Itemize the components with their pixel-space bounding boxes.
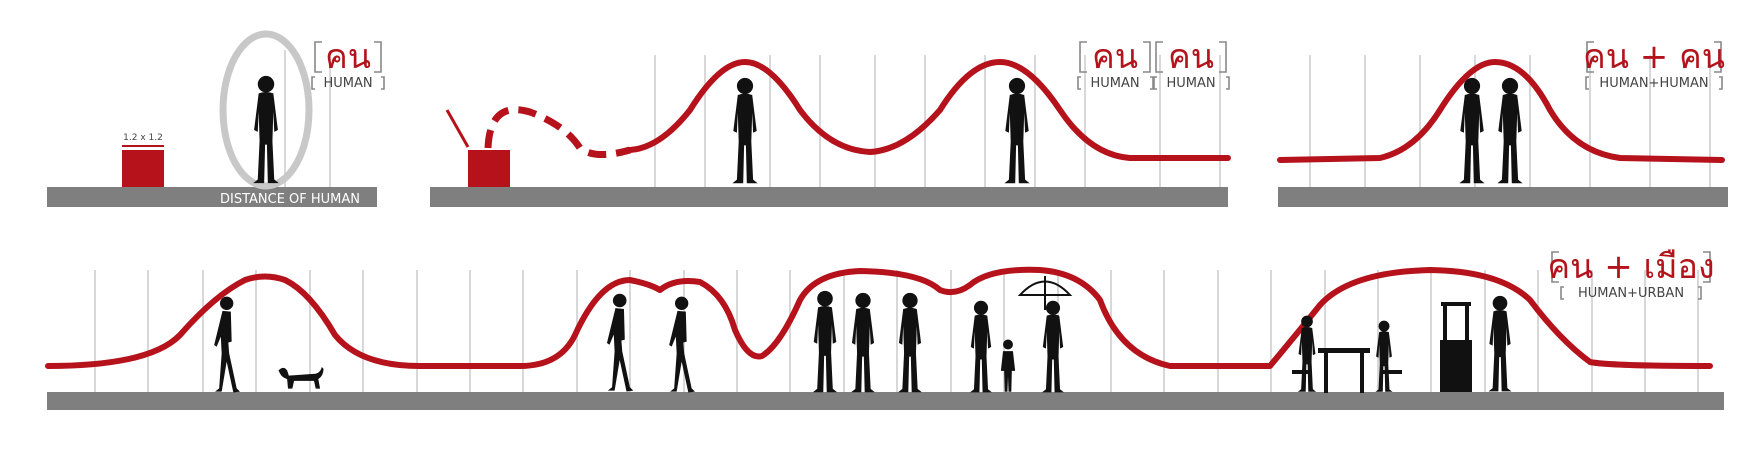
human-silhouette (732, 77, 758, 184)
human-silhouette (1497, 77, 1523, 184)
label-english: HUMAN+HUMAN (1599, 76, 1708, 91)
vendor-silhouette (1488, 295, 1512, 392)
person-receiving-silhouette (669, 296, 695, 393)
ground-bar (47, 187, 377, 207)
label-english: HUMAN (323, 76, 372, 91)
label-thai: คน + คน (1583, 37, 1725, 77)
stool-icon (1292, 370, 1312, 374)
panel-human-plus-urban: คน + เมือง HUMAN+URBAN (45, 247, 1724, 410)
panel-two-humans: คน คน HUMAN HUMAN (430, 37, 1231, 207)
ground-bar (1278, 187, 1728, 207)
street-vendor-table-scene (1292, 315, 1402, 393)
stool-icon (1382, 370, 1402, 374)
table-icon (1318, 348, 1370, 353)
human-silhouette (1004, 77, 1030, 184)
label-english: HUMAN (1166, 76, 1215, 91)
label-english: HUMAN (1090, 76, 1139, 91)
personal-space-halo (219, 30, 313, 190)
label-two-humans: คน คน HUMAN HUMAN (1077, 37, 1230, 91)
label-english: HUMAN+URBAN (1578, 286, 1684, 301)
label-thai: คน (1092, 37, 1138, 77)
space-wave (45, 266, 1713, 369)
human-silhouette (253, 75, 279, 184)
label-thai: คน (325, 37, 371, 77)
box-lid-open (468, 150, 510, 187)
label-human-plus-human: คน + คน HUMAN+HUMAN (1583, 37, 1725, 91)
person-with-umbrella-silhouette (1042, 300, 1064, 393)
umbrella-icon (1017, 276, 1073, 310)
parent-silhouette (970, 300, 992, 393)
panel-human-plus-human: คน + คน HUMAN+HUMAN (1277, 37, 1728, 207)
space-wave (1277, 59, 1725, 163)
personal-space-box (122, 150, 164, 187)
ground-bar (47, 392, 1724, 410)
box-lid-line (445, 109, 470, 148)
dashed-transition (484, 106, 631, 158)
label-thai: คน + เมือง (1547, 247, 1714, 287)
grid-lines (284, 50, 331, 190)
vendor-cart-scene (1440, 295, 1512, 392)
panel-single-human: DISTANCE OF HUMAN 1.2 x 1.2 คน HUMAN (47, 30, 385, 207)
space-wave (627, 59, 1231, 161)
label-human-plus-urban: คน + เมือง HUMAN+URBAN (1547, 247, 1714, 301)
human-silhouette (1459, 77, 1485, 184)
child-silhouette (1000, 339, 1016, 392)
ground-label: DISTANCE OF HUMAN (220, 192, 360, 207)
person-handshake-silhouette (898, 292, 922, 393)
ground-bar (430, 187, 1228, 207)
box-dimension-label: 1.2 x 1.2 (123, 133, 163, 143)
person-handshake-silhouette (851, 292, 875, 393)
person-silhouette (812, 290, 838, 393)
cart-icon (1440, 340, 1472, 392)
walking-person-silhouette (214, 296, 240, 393)
label-human: คน HUMAN (311, 37, 385, 91)
label-thai: คน (1168, 37, 1214, 77)
dog-silhouette (278, 366, 324, 389)
grid-lines (94, 270, 1699, 395)
